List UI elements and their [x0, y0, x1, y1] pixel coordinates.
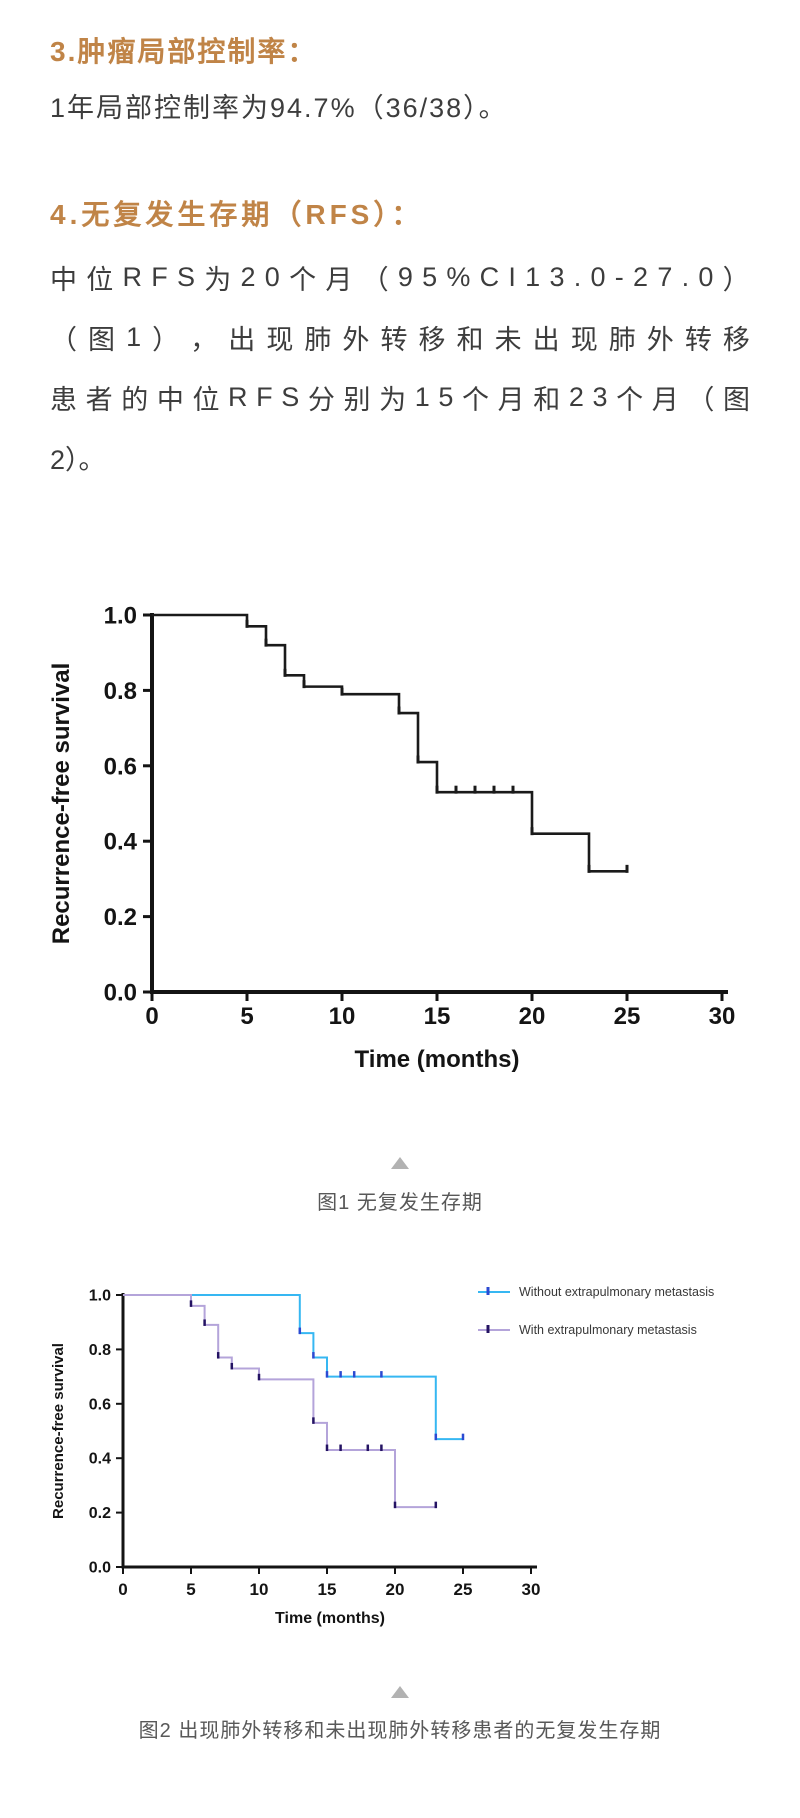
- x-tick-label: 20: [386, 1580, 405, 1599]
- paragraph-line: 中位 R F S 为 2 0 个月（9 5% C I 1 3. 0-2 7. 0）: [50, 261, 750, 295]
- x-tick-label: 10: [329, 1003, 356, 1030]
- legend-label: Without extrapulmonary metastasis: [519, 1285, 715, 1299]
- figure1-km-chart: 0.0 0.2 0.4 0.6 0.8 1.0 0 5 10 15 20 25 30: [104, 603, 736, 1031]
- y-tick-label: 0.0: [89, 1560, 111, 1577]
- section3-heading: 3.肿瘤局部控制率：: [50, 36, 318, 67]
- x-tick-label: 15: [318, 1580, 337, 1599]
- figure2-km-chart: 0.0 0.2 0.4 0.6 0.8 1.0 0 5 10 15 20 25 30: [89, 1288, 541, 1600]
- figure2-caption: 图2 出现肺外转移和未出现肺外转移患者的无复发生存期: [138, 1720, 662, 1742]
- figure1-y-axis-title: Recurrence-free survival: [48, 662, 75, 945]
- figure1-x-axis-title: Time (months): [354, 1046, 520, 1073]
- legend-item-with-metastasis: With extrapulmonary metastasis: [478, 1322, 697, 1338]
- y-tick-label: 0.6: [104, 753, 137, 780]
- y-tick-label: 0.2: [89, 1505, 111, 1522]
- x-tick-label: 30: [522, 1580, 541, 1599]
- x-tick-label: 20: [519, 1003, 546, 1030]
- paragraph-line: 2）。: [50, 444, 106, 475]
- section4-paragraph: 中位 R F S 为 2 0 个月（9 5% C I 1 3. 0-2 7. 0） （图 1），出现肺外转移和未出…: [50, 247, 750, 487]
- section3-body: 1年局部控制率为94.7%（36/38）。: [50, 93, 508, 123]
- section4-heading: 4.无复发生存期（RFS）：: [50, 199, 424, 230]
- x-tick-label: 30: [709, 1003, 736, 1030]
- km-curve: [152, 613, 627, 873]
- x-tick-label: 5: [240, 1003, 253, 1030]
- y-tick-label: 0.4: [89, 1451, 111, 1468]
- km-curve: [123, 1294, 436, 1509]
- legend-label: With extrapulmonary metastasis: [519, 1323, 697, 1337]
- paragraph-line: 患者的中位 R F S 分别为 1 5 个月和 2 3 个月（图: [50, 381, 750, 415]
- km-curve: [123, 1294, 463, 1441]
- y-tick-label: 0.8: [89, 1342, 111, 1359]
- figure2-x-axis-title: Time (months): [275, 1610, 385, 1627]
- y-tick-label: 0.6: [89, 1396, 111, 1413]
- figure2-y-axis-title: Recurrence-free survival: [50, 1343, 67, 1519]
- y-tick-label: 1.0: [104, 603, 137, 630]
- x-tick-label: 25: [454, 1580, 473, 1599]
- x-tick-label: 0: [145, 1003, 158, 1030]
- x-tick-label: 25: [614, 1003, 641, 1030]
- y-tick-label: 1.0: [89, 1288, 111, 1305]
- y-tick-label: 0.2: [104, 904, 137, 931]
- x-tick-label: 5: [186, 1580, 195, 1599]
- y-tick-label: 0.0: [104, 980, 137, 1007]
- up-triangle-icon: [391, 1157, 409, 1169]
- y-tick-label: 0.8: [104, 678, 137, 705]
- legend-item-without-metastasis: Without extrapulmonary metastasis: [478, 1284, 714, 1300]
- up-triangle-icon: [391, 1686, 409, 1698]
- paragraph-line: （图 1），出现肺外转移和未出现肺外转移: [50, 321, 750, 355]
- legend-marker-blue-icon: [478, 1287, 510, 1295]
- y-tick-label: 0.4: [104, 829, 138, 856]
- x-tick-label: 0: [118, 1580, 127, 1599]
- legend-marker-purple-icon: [478, 1325, 510, 1333]
- x-tick-label: 15: [424, 1003, 451, 1030]
- x-tick-label: 10: [250, 1580, 269, 1599]
- figure1-caption: 图1 无复发生存期: [317, 1192, 483, 1214]
